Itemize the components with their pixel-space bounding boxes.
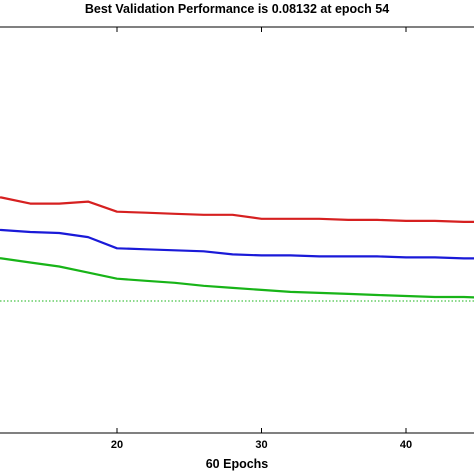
x-ticks: 20 30 40: [111, 27, 412, 451]
x-tick-label-40: 40: [400, 439, 412, 451]
series-line-blue: [0, 228, 474, 260]
axes-box: [0, 26, 474, 434]
x-axis-label: 60 Epochs: [205, 457, 269, 471]
x-tick-label-30: 30: [255, 439, 267, 451]
series-line-green: [0, 257, 474, 299]
x-tick-label-20: 20: [111, 439, 123, 451]
series-lines: [0, 196, 474, 302]
series-line-red: [0, 196, 474, 223]
chart-title: Best Validation Performance is 0.08132 a…: [84, 2, 390, 16]
